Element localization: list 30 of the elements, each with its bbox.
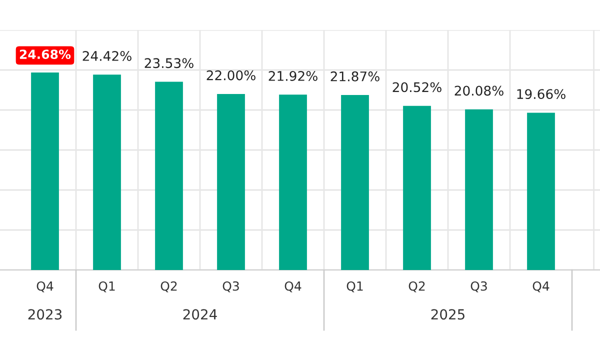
bar <box>31 72 59 270</box>
x-tick-label: Q2 <box>160 281 177 292</box>
bar <box>465 109 493 270</box>
data-label: 24.68% <box>20 50 71 60</box>
text: 2024 <box>183 309 217 320</box>
x-tick-label: Q3 <box>222 281 239 292</box>
data-label: 21.92% <box>268 70 318 81</box>
x-tick-label: Q1 <box>346 281 363 292</box>
bar <box>403 106 431 270</box>
data-label: 23.53% <box>144 58 194 68</box>
bar <box>527 112 555 270</box>
text: 2023 <box>28 309 62 320</box>
x-tick-label: Q4 <box>36 281 54 292</box>
bar <box>279 94 307 270</box>
data-label: 19.66% <box>517 89 566 100</box>
data-label: 24.42% <box>82 50 132 61</box>
x-tick-label: Q4 <box>284 281 302 292</box>
text: 2025 <box>431 309 464 320</box>
bar <box>93 74 121 270</box>
data-label: 22.00% <box>206 70 256 80</box>
data-label: 21.87% <box>330 71 380 82</box>
x-tick-label: Q1 <box>98 281 115 292</box>
x-tick-label: Q3 <box>470 281 487 292</box>
data-label: 20.08% <box>454 86 504 96</box>
x-tick-label: Q2 <box>408 281 425 292</box>
data-label: 20.52% <box>392 82 442 92</box>
bar <box>217 94 245 270</box>
x-tick-label: Q4 <box>532 281 550 292</box>
bar <box>155 82 183 270</box>
bar <box>341 95 369 270</box>
